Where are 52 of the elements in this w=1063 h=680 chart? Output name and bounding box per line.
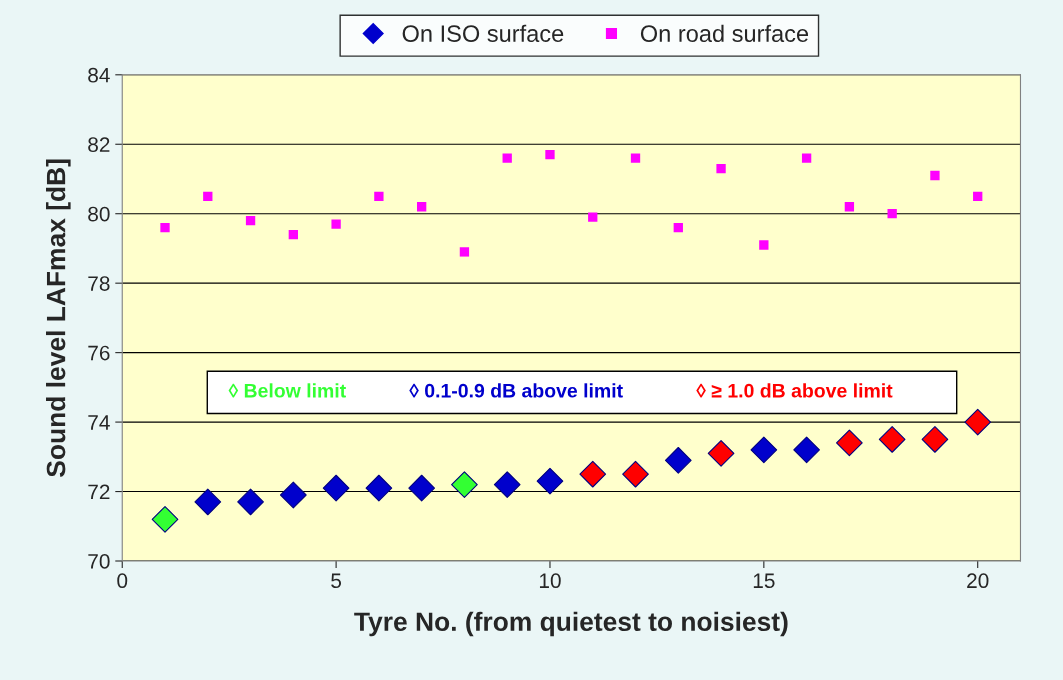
- x-tick-label: 20: [967, 573, 989, 589]
- x-tick-label: 0: [117, 573, 128, 589]
- point: [921, 426, 949, 453]
- point: [493, 471, 521, 498]
- y-tick-label: 80: [88, 206, 110, 222]
- point: [964, 408, 992, 436]
- legend-label: On road surface: [640, 24, 809, 42]
- x-tick-label: 5: [331, 573, 342, 589]
- point: [459, 247, 470, 257]
- point: [545, 150, 555, 160]
- y-tick-label: 72: [88, 484, 110, 500]
- point: [673, 222, 683, 233]
- y-tick-label: 78: [88, 276, 110, 291]
- x-tick-label: 10: [539, 573, 561, 589]
- point: [203, 191, 213, 202]
- point: [288, 229, 298, 240]
- annotation: ◊ ≥ 1.0 dB above limit: [696, 383, 893, 398]
- point: [793, 436, 820, 464]
- legend-label: On ISO surface: [402, 24, 564, 42]
- point: [502, 153, 512, 163]
- point: [707, 439, 735, 467]
- point: [836, 429, 863, 457]
- point: [408, 474, 436, 502]
- x-axis-title: Tyre No. (from quietest to noisiest): [354, 611, 788, 637]
- x-tick-label: 15: [753, 573, 775, 589]
- annotation: ◊ Below limit: [228, 383, 346, 398]
- annotation: ◊ 0.1-0.9 dB above limit: [409, 383, 623, 398]
- point: [973, 191, 983, 202]
- point: [237, 488, 264, 516]
- point: [622, 460, 649, 488]
- point: [417, 202, 427, 212]
- point: [279, 481, 307, 509]
- point: [588, 212, 598, 222]
- point: [716, 163, 726, 174]
- point: [374, 191, 384, 202]
- point: [887, 209, 897, 219]
- point: [759, 240, 769, 250]
- point: [878, 426, 906, 453]
- y-tick-label: 84: [88, 67, 110, 83]
- point: [151, 505, 179, 533]
- point: [331, 219, 341, 229]
- point: [630, 153, 641, 163]
- y-tick-label: 76: [88, 345, 110, 361]
- y-axis-title: Sound level LAFmax [dB]: [46, 159, 71, 477]
- point: [801, 153, 812, 163]
- point: [930, 170, 940, 181]
- y-tick-label: 82: [88, 137, 110, 153]
- point: [844, 202, 855, 212]
- y-tick-label: 74: [88, 415, 110, 430]
- y-tick-label: 70: [88, 554, 110, 569]
- point: [160, 222, 170, 233]
- point: [245, 216, 256, 226]
